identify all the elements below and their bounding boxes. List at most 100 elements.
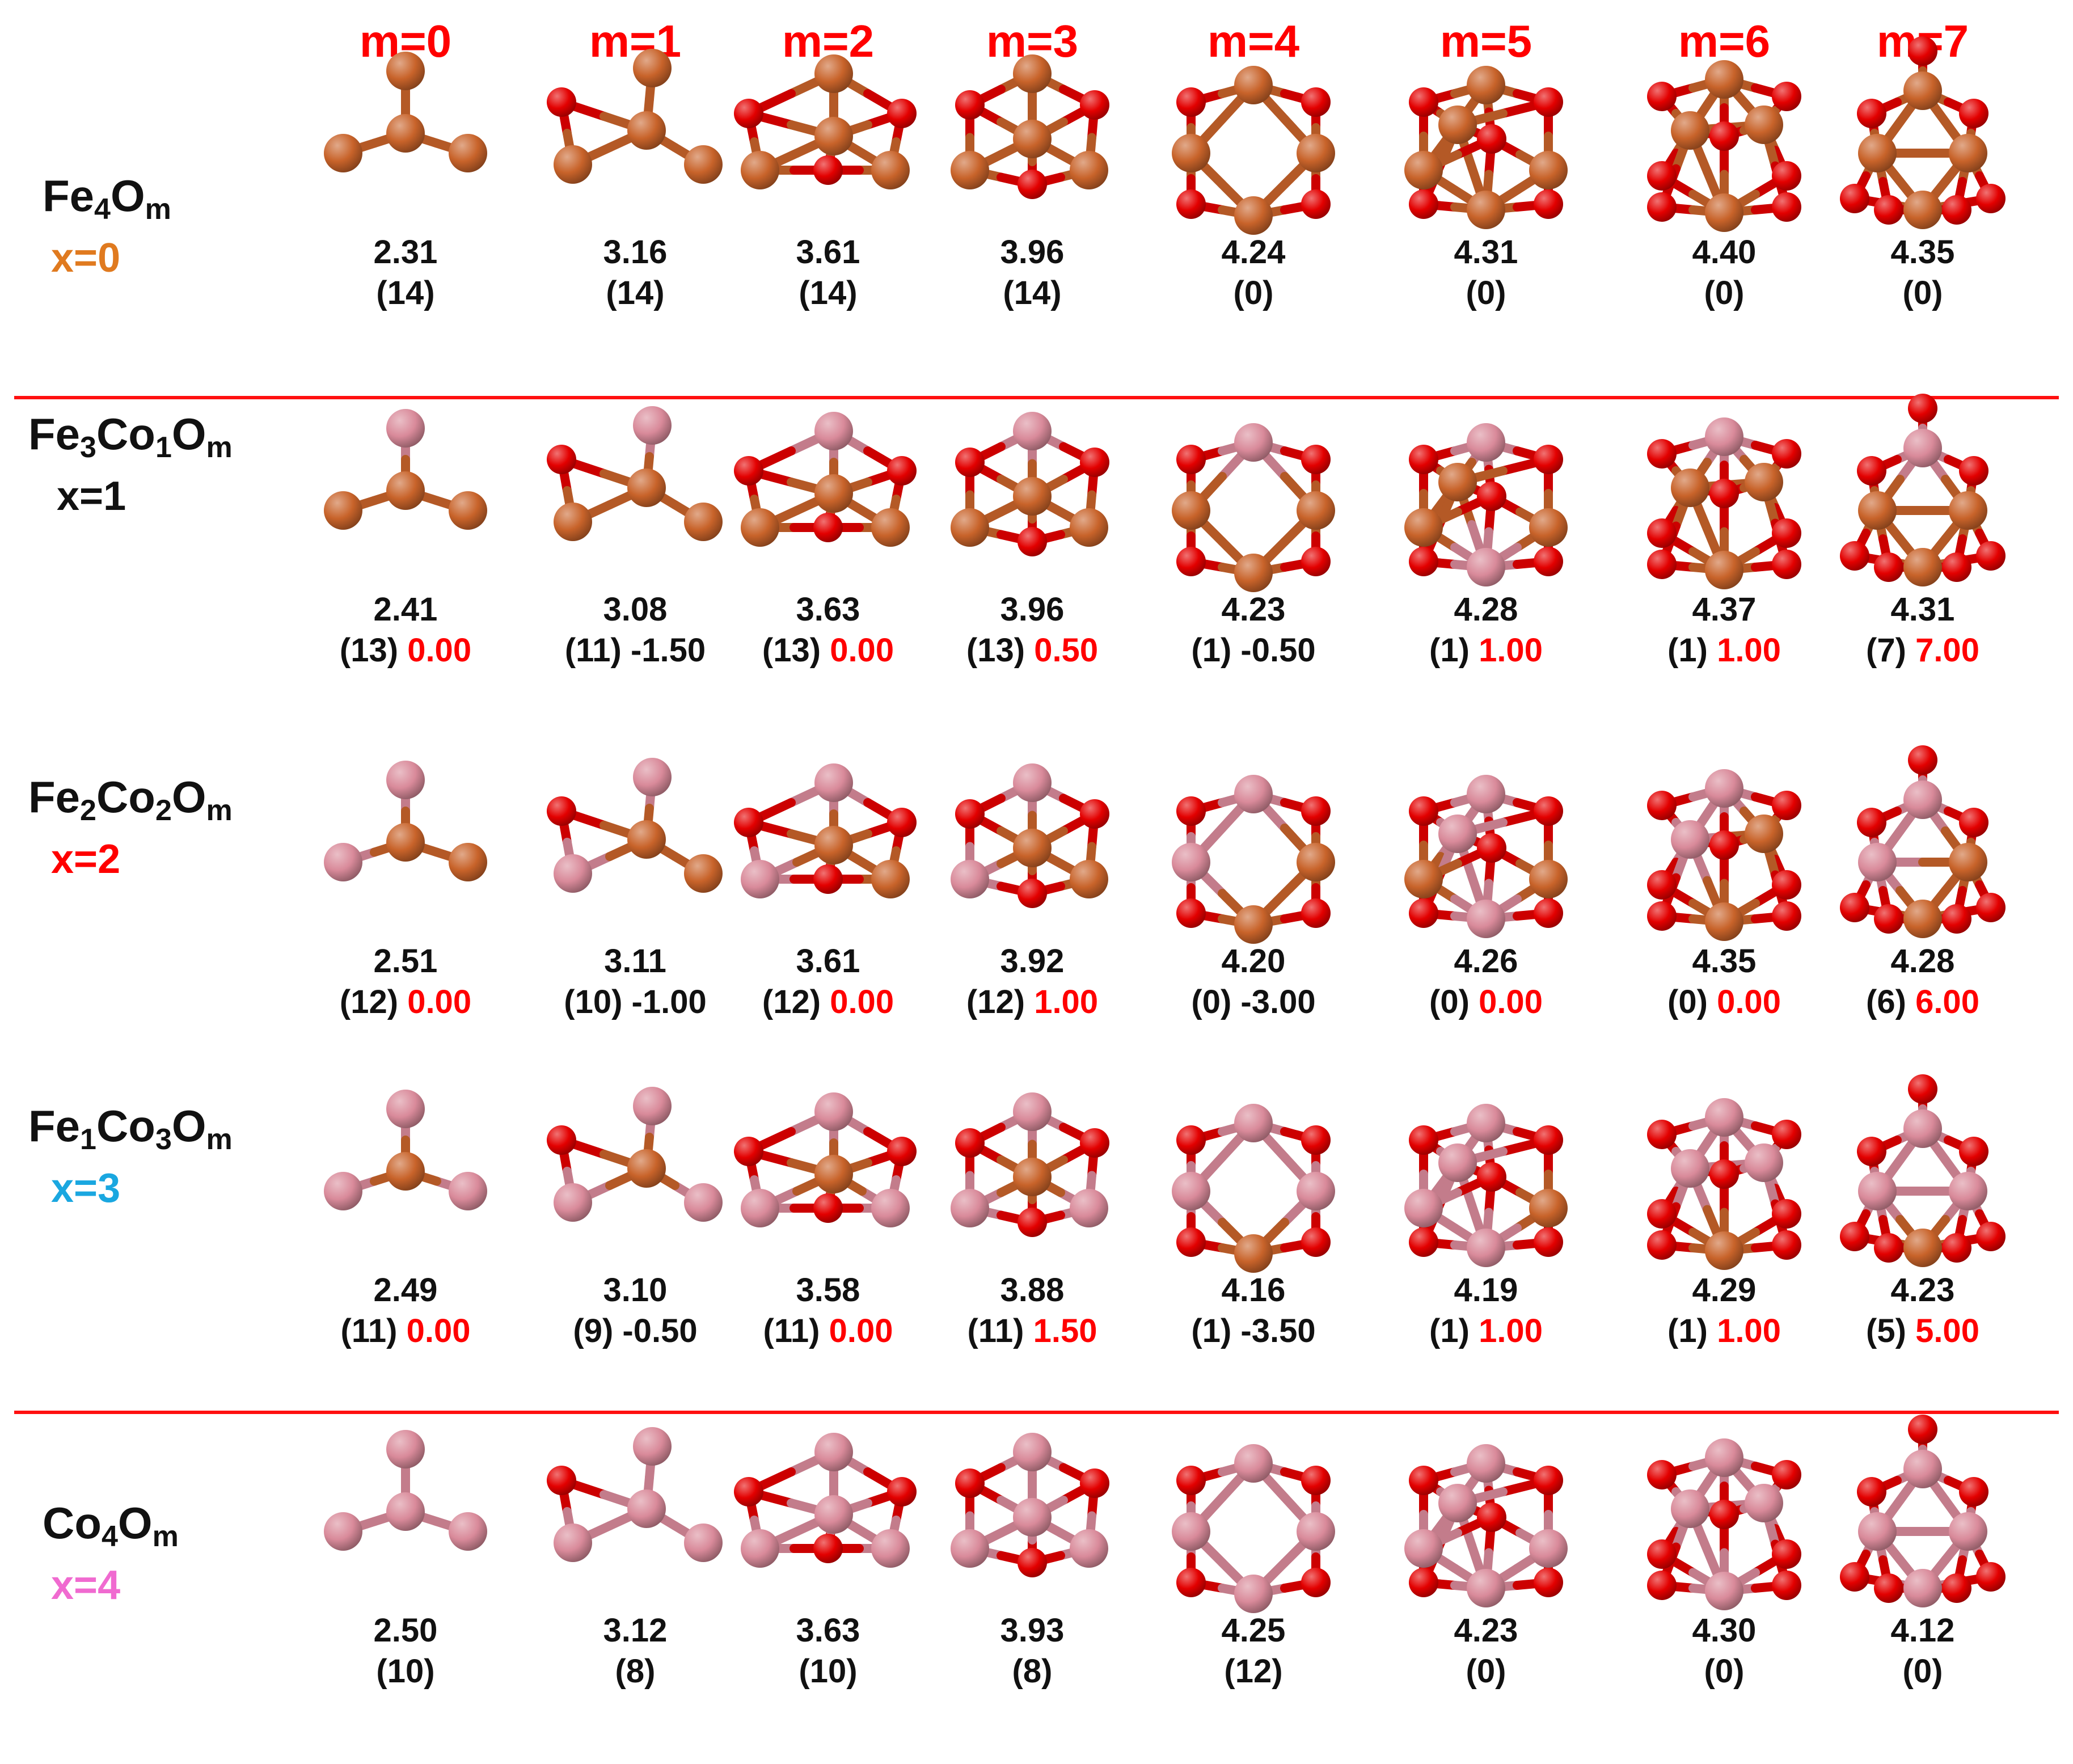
binding-energy-value: 4.35 bbox=[1890, 234, 1955, 271]
cluster-structure bbox=[547, 758, 723, 893]
oxygen-atom bbox=[547, 87, 576, 117]
iron-atom bbox=[386, 471, 425, 510]
binding-energy-value: 4.20 bbox=[1221, 943, 1286, 980]
cobalt-atom bbox=[1467, 775, 1505, 813]
cobalt-atom bbox=[1858, 1512, 1897, 1551]
magnetic-moment-line: (1) -3.50 bbox=[1140, 1311, 1367, 1351]
magnetic-moment-line: (0) 0.00 bbox=[1373, 982, 1599, 1022]
binding-energy-value: 3.12 bbox=[603, 1612, 668, 1649]
cobalt-atom bbox=[1467, 1444, 1505, 1483]
cluster-cell: 3.08 (11) -1.50 bbox=[522, 397, 749, 715]
iron-atom bbox=[871, 860, 910, 898]
oxygen-atom bbox=[1976, 1222, 2006, 1251]
cobalt-atom bbox=[1013, 1498, 1052, 1537]
cobalt-atom bbox=[1705, 417, 1743, 456]
cobalt-atom bbox=[324, 843, 362, 881]
magnetic-moment-count: (14) bbox=[376, 275, 435, 311]
binding-energy-value: 4.25 bbox=[1221, 1612, 1286, 1649]
cobalt-atom bbox=[684, 1524, 723, 1562]
cluster-structure bbox=[734, 763, 917, 898]
cluster-structure bbox=[1404, 423, 1568, 586]
iron-atom bbox=[1745, 105, 1783, 144]
magnetic-moment-line: (8) bbox=[522, 1652, 749, 1691]
cluster-cell: 3.88 (11) 1.50 bbox=[919, 1078, 1146, 1395]
magnetic-moment-line: (7) 7.00 bbox=[1809, 631, 2036, 670]
iron-atom bbox=[554, 145, 592, 184]
oxygen-atom bbox=[1647, 1571, 1677, 1600]
composition-label: x=0 bbox=[51, 235, 121, 281]
oxygen-atom bbox=[887, 456, 917, 486]
iron-atom bbox=[684, 503, 723, 541]
iron-atom bbox=[1529, 860, 1568, 898]
iron-atom bbox=[1903, 548, 1942, 586]
oxygen-atom bbox=[1534, 1227, 1563, 1257]
cobalt-atom bbox=[554, 854, 592, 893]
binding-energy-value: 2.50 bbox=[373, 1612, 438, 1649]
oxygen-atom bbox=[734, 1477, 763, 1506]
cluster-cell: 4.31 (7) 7.00 bbox=[1809, 394, 2036, 715]
formula-subscript: 2 bbox=[80, 794, 96, 827]
cobalt-atom bbox=[951, 860, 989, 898]
oxygen-atom bbox=[1534, 547, 1563, 576]
iron-atom bbox=[1013, 54, 1052, 93]
oxygen-atom bbox=[1017, 527, 1047, 556]
cluster-formula: Fe3Co1Om bbox=[28, 408, 233, 462]
iron-atom bbox=[1013, 477, 1052, 516]
cluster-cell: 3.61 (12) 0.00 bbox=[715, 749, 941, 1066]
moment-change-value: 0.00 bbox=[407, 632, 472, 669]
oxygen-atom bbox=[1874, 904, 1903, 934]
moment-change-value: 1.00 bbox=[1717, 632, 1781, 669]
cluster-structure bbox=[324, 1090, 487, 1210]
iron-atom bbox=[1234, 905, 1273, 944]
composition-label: x=3 bbox=[51, 1166, 121, 1211]
oxygen-atom bbox=[1942, 904, 1971, 934]
binding-energy-value: 3.92 bbox=[1000, 943, 1065, 980]
binding-energy-value: 4.28 bbox=[1890, 943, 1955, 980]
cobalt-atom bbox=[1467, 423, 1505, 462]
cluster-structure bbox=[1840, 1074, 2006, 1267]
iron-atom bbox=[1438, 463, 1477, 501]
magnetic-moment-line: (14) bbox=[522, 273, 749, 313]
binding-energy-value: 3.96 bbox=[1000, 591, 1065, 628]
magnetic-moment-line: (12) bbox=[1140, 1652, 1367, 1691]
iron-atom bbox=[1013, 120, 1052, 158]
magnetic-moment-count: (7) bbox=[1866, 632, 1906, 669]
magnetic-moment-count: (5) bbox=[1866, 1313, 1906, 1349]
formula-element: Fe bbox=[28, 772, 81, 822]
magnetic-moment-line: (14) bbox=[715, 273, 941, 313]
oxygen-atom bbox=[1772, 1199, 1801, 1229]
oxygen-atom bbox=[547, 1125, 576, 1155]
binding-energy-value: 4.31 bbox=[1890, 591, 1955, 628]
iron-atom bbox=[627, 1149, 666, 1188]
formula-element: Co bbox=[43, 1498, 102, 1548]
oxygen-atom bbox=[1772, 1539, 1801, 1569]
cobalt-atom bbox=[633, 1427, 672, 1466]
cluster-structure bbox=[1647, 769, 1801, 941]
iron-atom bbox=[741, 508, 779, 547]
oxygen-atom bbox=[1772, 82, 1801, 111]
formula-subscript: 2 bbox=[155, 794, 172, 827]
cluster-formula: Fe4Om bbox=[43, 170, 171, 224]
magnetic-moment-count: (12) bbox=[1224, 1653, 1283, 1690]
iron-atom bbox=[1671, 111, 1709, 150]
magnetic-moment-count: (12) bbox=[339, 984, 399, 1020]
cluster-cell: 2.31 (14) bbox=[292, 40, 519, 357]
cobalt-atom bbox=[1297, 1172, 1335, 1210]
oxygen-atom bbox=[1840, 184, 1869, 213]
cluster-structure bbox=[324, 761, 487, 881]
iron-atom bbox=[1467, 191, 1505, 229]
cobalt-atom bbox=[1070, 1529, 1108, 1568]
iron-atom bbox=[1858, 491, 1897, 530]
oxygen-atom bbox=[1772, 1460, 1801, 1489]
cluster-cell: 3.10 (9) -0.50 bbox=[522, 1078, 749, 1395]
oxygen-atom bbox=[1959, 1137, 1988, 1166]
cobalt-atom bbox=[1013, 412, 1052, 450]
cobalt-atom bbox=[741, 1189, 779, 1227]
iron-atom bbox=[1529, 151, 1568, 189]
cobalt-atom bbox=[871, 1529, 910, 1568]
oxygen-atom bbox=[1772, 550, 1801, 579]
binding-energy-value: 4.40 bbox=[1692, 234, 1757, 271]
oxygen-atom bbox=[955, 90, 985, 120]
cluster-formula: Co4Om bbox=[43, 1497, 179, 1551]
